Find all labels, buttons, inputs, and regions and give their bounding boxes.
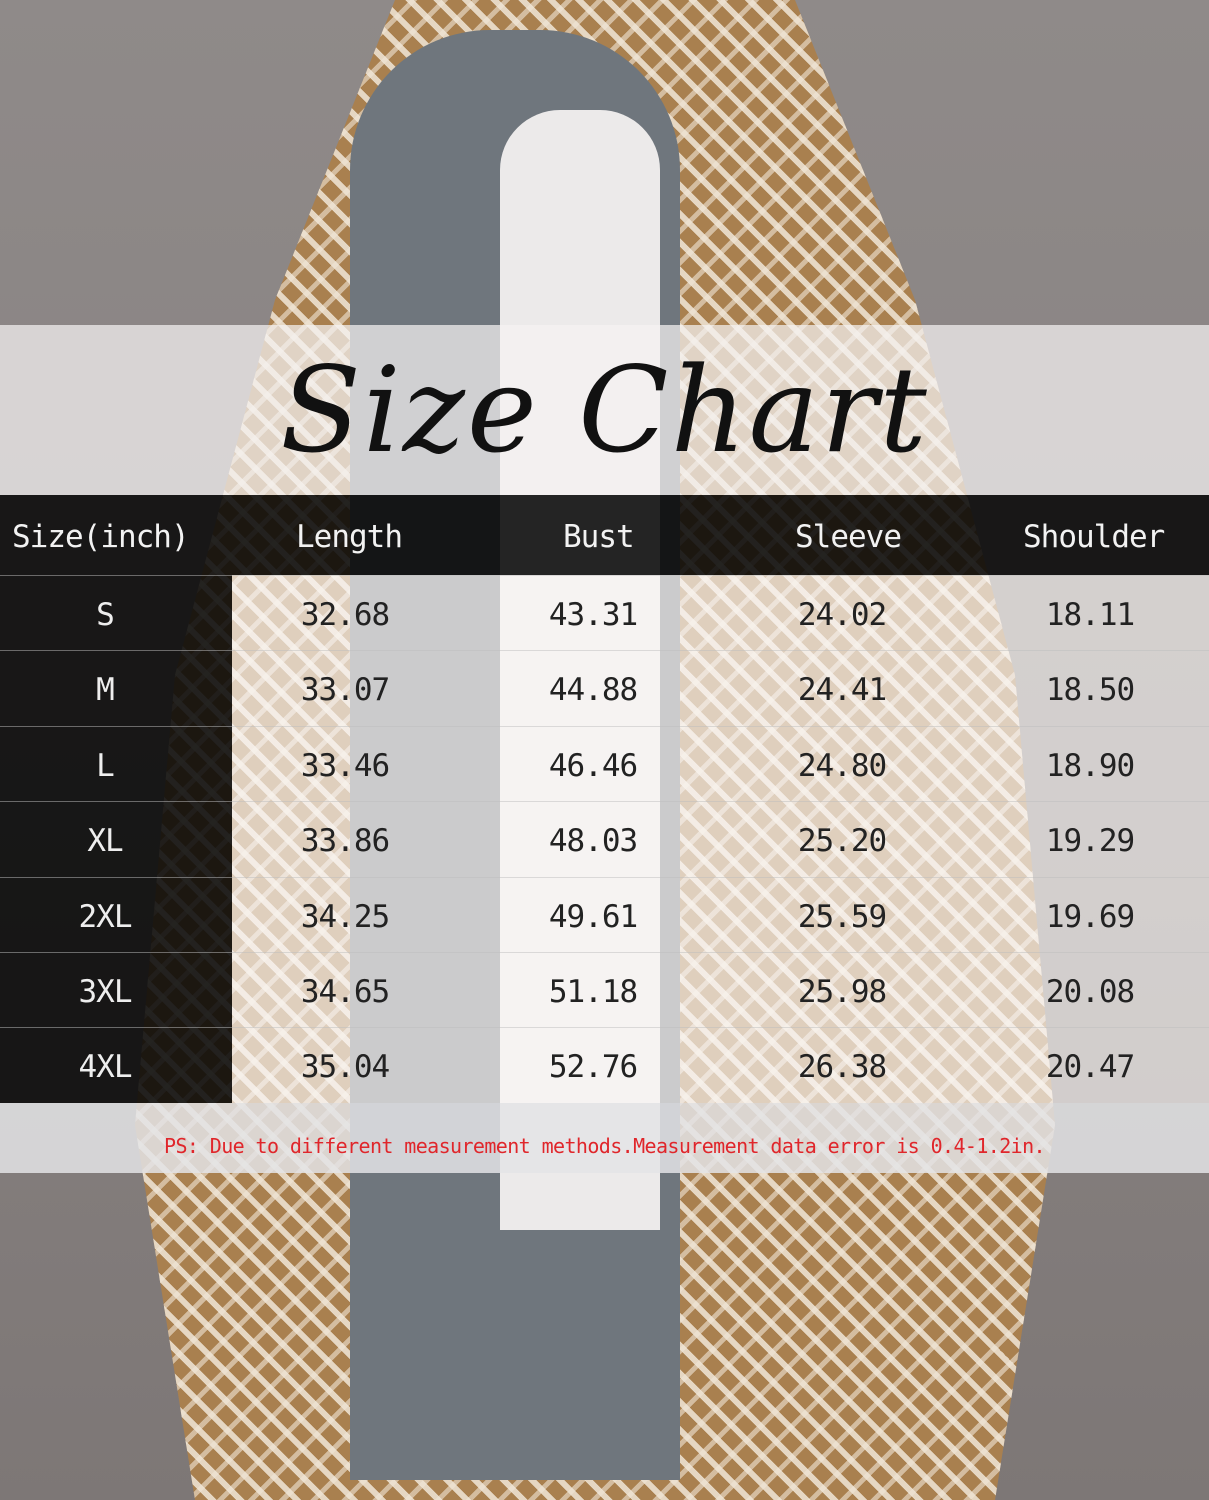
cell-bust: 48.03 <box>548 823 638 860</box>
cell-bust: 43.31 <box>548 597 638 633</box>
cell-sleeve: 24.41 <box>797 672 887 709</box>
table-row: S 32.68 43.31 24.02 18.11 <box>0 575 1209 651</box>
header-shoulder: Shoulder <box>1023 519 1165 555</box>
cell-bust: 52.76 <box>548 1049 638 1086</box>
cell-length: 35.04 <box>300 1049 390 1086</box>
cell-shoulder: 18.11 <box>1045 597 1135 633</box>
cell-size: 2XL <box>78 898 133 935</box>
cell-bust: 51.18 <box>548 974 638 1010</box>
table-body <box>232 575 1209 1103</box>
cell-shoulder: 19.69 <box>1045 898 1135 935</box>
note-band <box>0 1103 1209 1173</box>
cell-bust: 49.61 <box>548 898 638 935</box>
table-row: 3XL 34.65 51.18 25.98 20.08 <box>0 952 1209 1028</box>
cell-shoulder: 18.50 <box>1045 672 1135 709</box>
cell-sleeve: 26.38 <box>797 1049 887 1086</box>
cell-length: 33.46 <box>300 747 390 784</box>
cell-sleeve: 24.02 <box>797 597 887 633</box>
table-header-row <box>0 495 1209 575</box>
header-sleeve: Sleeve <box>795 519 902 555</box>
table-row: L 33.46 46.46 24.80 18.90 <box>0 725 1209 802</box>
header-bust: Bust <box>563 519 635 555</box>
header-length: Length <box>296 519 403 555</box>
cell-size: L <box>96 747 115 784</box>
cell-sleeve: 25.59 <box>797 898 887 935</box>
table-row: 2XL 34.25 49.61 25.59 19.69 <box>0 876 1209 953</box>
page-title: Size Chart <box>280 341 929 479</box>
title-band <box>0 325 1209 495</box>
cell-sleeve: 25.98 <box>797 974 887 1010</box>
cell-bust: 44.88 <box>548 672 638 709</box>
table-row: M 33.07 44.88 24.41 18.50 <box>0 650 1209 726</box>
cell-length: 32.68 <box>300 597 390 633</box>
cell-size: M <box>96 672 115 709</box>
cell-length: 34.25 <box>300 898 390 935</box>
size-column <box>0 575 232 1103</box>
table-row: XL 33.86 48.03 25.20 19.29 <box>0 801 1209 877</box>
cell-length: 33.07 <box>300 672 390 709</box>
cell-shoulder: 18.90 <box>1045 747 1135 784</box>
measurement-note: PS: Due to different measurement methods… <box>164 1134 1046 1158</box>
cell-sleeve: 25.20 <box>797 823 887 860</box>
cell-bust: 46.46 <box>548 747 638 784</box>
cell-length: 33.86 <box>300 823 390 860</box>
cell-shoulder: 20.47 <box>1045 1049 1135 1086</box>
header-size: Size(inch) <box>12 519 190 555</box>
table-row: 4XL 35.04 52.76 26.38 20.47 <box>0 1027 1209 1103</box>
cell-size: S <box>96 597 115 633</box>
cell-size: XL <box>87 823 123 860</box>
cell-shoulder: 20.08 <box>1045 974 1135 1010</box>
cell-sleeve: 24.80 <box>797 747 887 784</box>
cell-length: 34.65 <box>300 974 390 1010</box>
cell-size: 4XL <box>78 1049 133 1086</box>
cell-shoulder: 19.29 <box>1045 823 1135 860</box>
cell-size: 3XL <box>78 974 133 1010</box>
